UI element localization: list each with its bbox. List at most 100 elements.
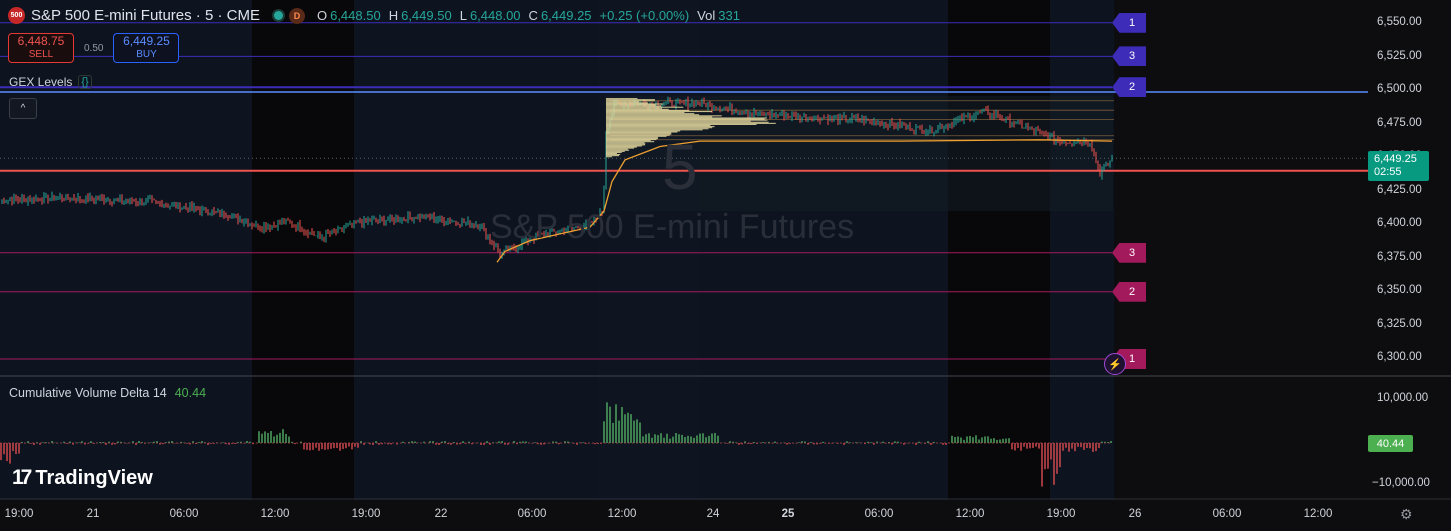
cvd-bar [171,441,173,443]
cvd-bar [603,421,605,443]
cvd-bar [981,437,983,443]
bolt-icon[interactable]: ⚡ [1104,353,1126,375]
time-tick-label: 06:00 [1212,508,1242,520]
symbol-watermark: S&P 500 E-mini Futures [490,208,855,246]
cvd-bar [750,443,752,445]
cvd-legend[interactable]: Cumulative Volume Delta 14 40.44 [9,386,206,400]
gex-level-flag[interactable]: 2 [1112,281,1146,302]
volume-profile-bar [606,116,713,118]
session-background [948,0,1050,500]
cvd-bar [786,443,788,445]
cvd-bar [690,436,692,443]
cvd-bar [651,437,653,443]
cvd-bar [90,441,92,443]
cvd-bar [441,441,443,443]
gex-level-flag[interactable]: 1 [1112,12,1146,33]
cvd-bar [1005,438,1007,443]
source-code-icon[interactable]: {} [78,75,92,89]
cvd-bar [45,442,47,443]
gex-level-flag[interactable]: 3 [1112,242,1146,263]
time-tick-label: 25 [781,508,795,520]
volume-profile-bar [606,122,776,124]
market-status[interactable]: D [273,7,305,24]
cvd-bar [1053,443,1055,485]
gex-level-flag[interactable]: 2 [1112,77,1146,98]
cvd-bar [414,441,416,443]
cvd-bar [1065,443,1067,448]
cvd-bar [951,435,953,443]
cvd-bar [246,441,248,443]
cvd-bar [696,435,698,443]
cvd-bar [360,441,362,443]
gex-indicator-legend[interactable]: GEX Levels {} [9,75,92,89]
cvd-bar [1098,443,1100,449]
cvd-bar [798,442,800,443]
volume-profile-bar [606,149,630,151]
cvd-bar [249,441,251,443]
session-background [354,0,598,500]
cvd-bar [252,443,254,445]
cvd-bar [822,441,824,443]
price-tick-label: 6,550.00 [1377,16,1422,28]
symbol-logo-icon[interactable]: 500 [8,7,25,24]
cvd-bar [471,443,473,445]
time-tick-label: 19:00 [4,508,34,520]
ohlc-value: 6,448.50 [330,8,381,23]
cvd-bar [984,436,986,443]
symbol-title[interactable]: S&P 500 E-mini Futures · 5 · CME [31,7,260,24]
buy-price: 6,449.25 [123,34,170,48]
cvd-bar [666,433,668,443]
volume-profile-bar [606,99,656,101]
buy-button[interactable]: 6,449.25 BUY [113,33,180,63]
price-tick-label: 6,525.00 [1377,49,1422,62]
cvd-bar [381,443,383,445]
cvd-bar [1026,443,1028,449]
gear-icon[interactable]: ⚙ [1400,506,1413,522]
volume-profile-bar [606,126,715,128]
tradingview-logo[interactable]: 17 TradingView [12,466,153,490]
cvd-bar [747,443,749,444]
time-tick-label: 06:00 [517,508,547,520]
sell-button[interactable]: 6,448.75 SELL [8,33,74,63]
cvd-bar [582,442,584,443]
cvd-bar [279,432,281,443]
cvd-bar [978,439,980,443]
time-tick-label: 22 [434,508,448,520]
session-background [700,0,948,500]
cvd-bar [270,430,272,443]
price-tick-label: 6,425.00 [1377,183,1422,196]
delayed-data-badge[interactable]: D [288,7,305,24]
cvd-bar [1107,442,1109,443]
gex-level-flag[interactable]: 3 [1112,46,1146,67]
cvd-bar [165,442,167,443]
volume-profile-bar [606,102,649,104]
cvd-bar [543,443,545,445]
cvd-bar [726,443,728,444]
cvd-bar [663,437,665,443]
cvd-bar [966,436,968,443]
cvd-bar [789,443,791,444]
cvd-bar [702,433,704,443]
volume-profile-bar [606,98,638,100]
volume-profile-bar [606,104,656,106]
price-tick-label: 6,300.00 [1377,351,1422,363]
cvd-bar [195,443,197,445]
cvd-bar [1041,443,1043,487]
cvd-bar [672,436,674,443]
ohlc-key: Vol [697,8,716,23]
cvd-bar [396,443,398,445]
cvd-bar [1056,443,1058,474]
cvd-bar [18,443,20,454]
cvd-bar [294,443,296,445]
cvd-bar [717,435,719,443]
cvd-bar [918,441,920,443]
collapse-legend-button[interactable]: ^ [9,98,37,119]
cvd-bar [564,441,566,443]
volume-profile-bar [606,144,646,146]
cvd-bar [1017,443,1019,449]
cvd-bar [228,443,230,445]
session-background [252,0,354,500]
cvd-bar [39,443,41,445]
cvd-bar [99,442,101,443]
